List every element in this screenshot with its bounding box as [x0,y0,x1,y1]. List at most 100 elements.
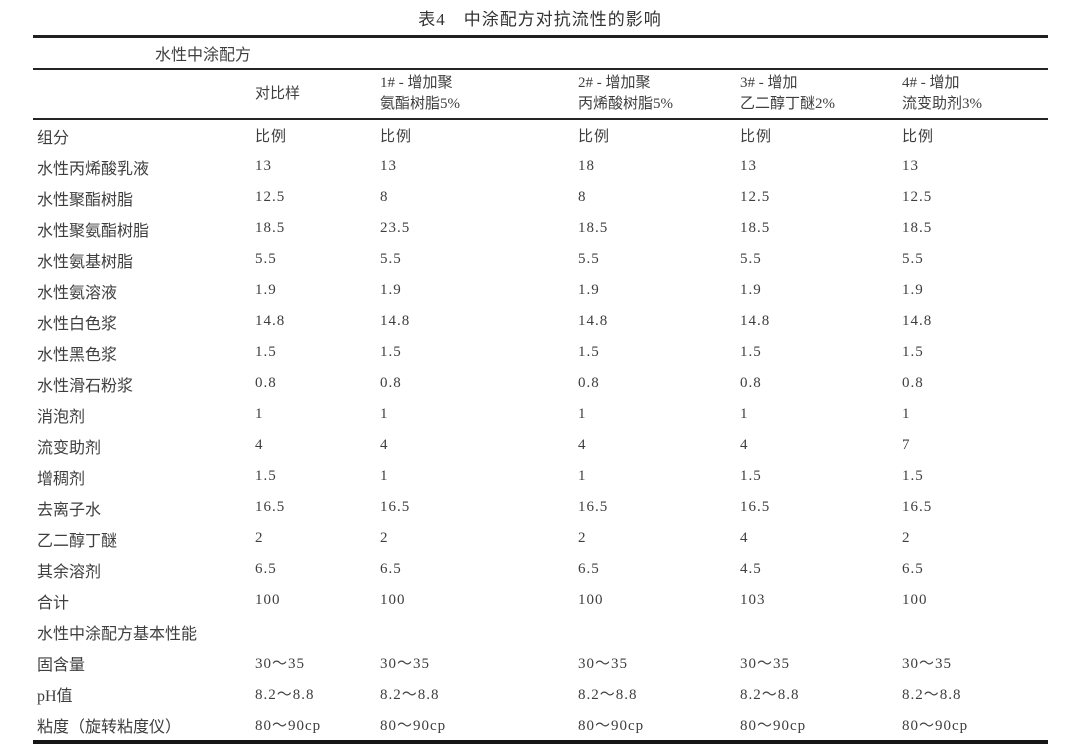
row-value: 18 [578,158,595,174]
row-value: 1.9 [380,282,402,298]
table-row: 去离子水 16.5 16.5 16.5 16.5 16.5 [33,492,1048,523]
row-value: 103 [740,592,766,608]
row-label: 组分 [37,129,70,147]
row-value: 1.9 [578,282,600,298]
row-value: 0.8 [255,375,277,391]
row-value: 30～35 [255,656,306,672]
row-value: 4 [740,530,749,546]
column-header: 2# - 增加聚 丙烯酸树脂5% [574,69,736,120]
row-label: pH值 [37,687,73,705]
row-value: 2 [578,530,587,546]
row-value: 2 [902,530,911,546]
group-header-cell: 水性中涂配方 [33,36,1049,70]
row-value: 1.5 [255,468,277,484]
table-row: 增稠剂 1.5 1 1 1.5 1.5 [33,461,1048,492]
row-value: 8.2～8.8 [902,687,962,703]
group-header-row: 水性中涂配方 [33,36,1049,70]
row-label: 水性聚酯树脂 [37,191,134,209]
row-value: 14.8 [255,313,286,329]
row-value: 8.2～8.8 [380,687,440,703]
group-header-label: 水性中涂配方 [155,47,252,64]
row-value: 2 [380,530,389,546]
row-value: 14.8 [578,313,609,329]
row-value: 14.8 [380,313,411,329]
row-value: 13 [740,158,757,174]
row-value: 100 [255,592,281,608]
row-value: 1 [255,406,264,422]
column-header: 3# - 增加 乙二醇丁醚2% [736,69,898,120]
row-label: 乙二醇丁醚 [37,532,118,550]
row-value: 6.5 [255,561,277,577]
row-value: 18.5 [578,220,609,236]
table-row: 水性氨基树脂 5.5 5.5 5.5 5.5 5.5 [33,244,1048,275]
row-value: 1.9 [255,282,277,298]
row-value: 8.2～8.8 [255,687,315,703]
row-value: 100 [578,592,604,608]
table-row: 水性滑石粉浆 0.8 0.8 0.8 0.8 0.8 [33,368,1048,399]
column-header: 1# - 增加聚 氨酯树脂5% [376,69,574,120]
row-label: 水性聚氨酯树脂 [37,222,150,240]
row-value: 0.8 [902,375,924,391]
row-value: 7 [902,437,911,453]
row-value: 0.8 [578,375,600,391]
row-value: 8 [578,189,587,205]
row-value: 4 [740,437,749,453]
row-value: 1 [380,406,389,422]
row-value: 5.5 [255,251,277,267]
row-value: 2 [255,530,264,546]
table-row: 其余溶剂 6.5 6.5 6.5 4.5 6.5 [33,554,1048,585]
row-value: 1.9 [740,282,762,298]
row-label: 增稠剂 [37,470,86,488]
row-value [251,616,376,647]
table-row: 流变助剂 4 4 4 4 7 [33,430,1048,461]
row-value: 1 [902,406,911,422]
row-value: 100 [380,592,406,608]
row-label: 水性滑石粉浆 [37,377,134,395]
column-header-row: 对比样 1# - 增加聚 氨酯树脂5% 2# - 增加聚 丙烯酸树脂5% 3# - 增… [33,69,1049,120]
row-value [376,616,574,647]
row-value: 14.8 [740,313,771,329]
row-label: 水性黑色浆 [37,346,118,364]
table-row: 组分 比例 比例 比例 比例 比例 [33,119,1048,151]
row-value: 16.5 [902,499,933,515]
row-value: 1.5 [380,344,402,360]
row-value [574,616,736,647]
row-label: 水性氨溶液 [37,284,118,302]
row-value: 16.5 [578,499,609,515]
row-value: 6.5 [578,561,600,577]
row-value: 1.5 [255,344,277,360]
row-value [898,616,1048,647]
row-value: 16.5 [255,499,286,515]
table-row: 乙二醇丁醚 2 2 2 4 2 [33,523,1048,554]
row-value: 0.8 [380,375,402,391]
row-value: 5.5 [380,251,402,267]
formulation-table: 水性中涂配方 对比样 1# - 增加聚 氨酯树脂5% 2# - 增加聚 丙烯酸树脂5… [33,35,1049,744]
table-row: 水性聚酯树脂 12.5 8 8 12.5 12.5 [33,182,1048,213]
row-value: 30～35 [578,656,629,672]
row-value: 5.5 [740,251,762,267]
row-value: 6.5 [380,561,402,577]
row-value: 13 [255,158,272,174]
row-value: 13 [380,158,397,174]
row-value: 0.8 [740,375,762,391]
row-value: 6.5 [902,561,924,577]
row-value: 18.5 [740,220,771,236]
row-value: 比例 [740,129,773,145]
row-value: 4 [578,437,587,453]
row-label: 固含量 [37,656,86,674]
row-value: 12.5 [902,189,933,205]
row-value: 比例 [380,129,413,145]
row-value: 1 [740,406,749,422]
row-value: 13 [902,158,919,174]
row-value: 4 [380,437,389,453]
row-label: 去离子水 [37,501,102,519]
corner-cell [33,69,251,120]
row-value: 18.5 [902,220,933,236]
row-value: 4 [255,437,264,453]
row-label: 水性丙烯酸乳液 [37,160,150,178]
row-value: 12.5 [740,189,771,205]
row-value: 8.2～8.8 [578,687,638,703]
row-label: 水性白色浆 [37,315,118,333]
row-value: 1.9 [902,282,924,298]
